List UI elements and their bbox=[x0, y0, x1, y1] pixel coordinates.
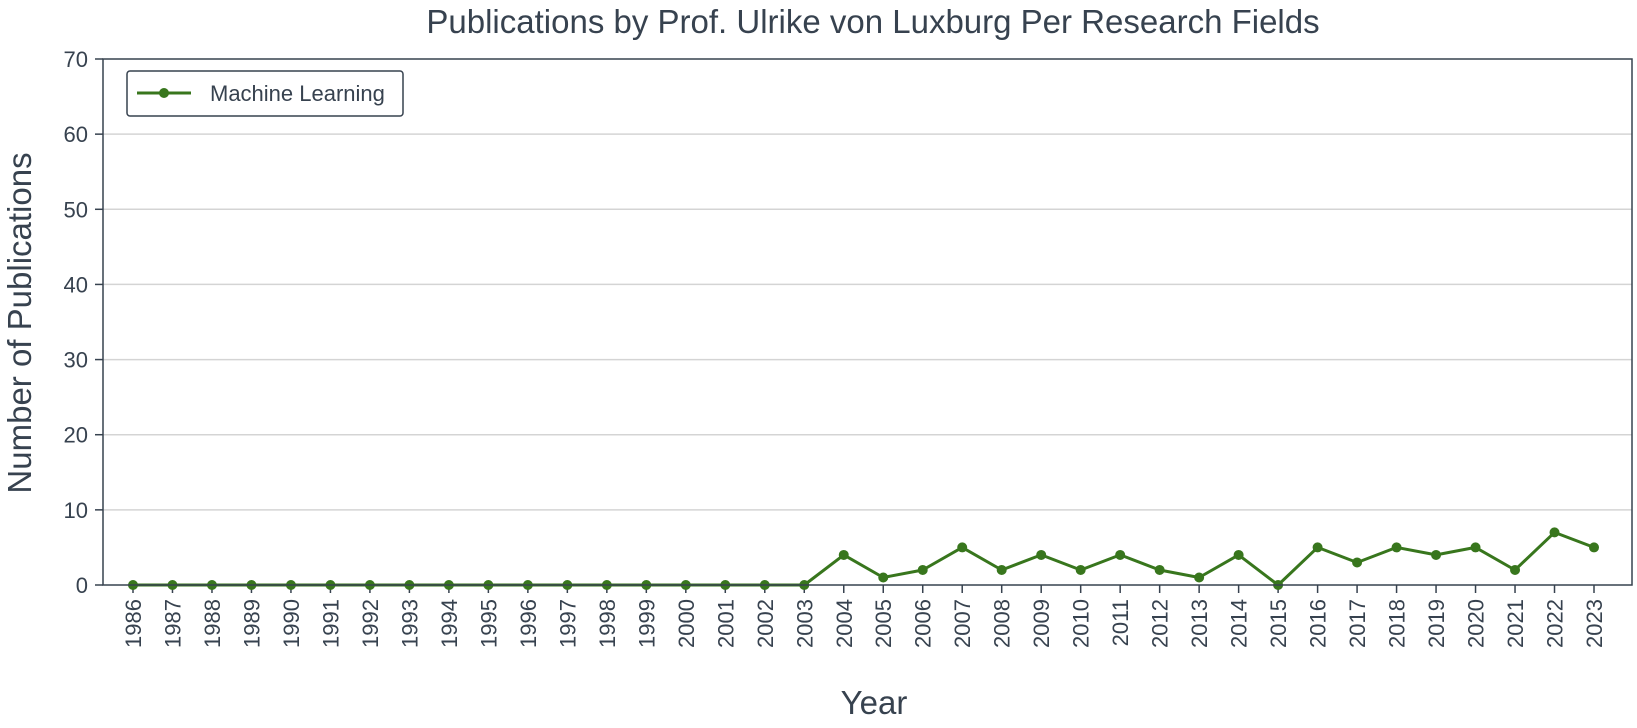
x-tick-label: 1995 bbox=[476, 599, 501, 648]
data-point bbox=[838, 549, 849, 560]
data-point bbox=[1194, 572, 1205, 583]
x-tick-label: 2021 bbox=[1503, 599, 1528, 648]
x-tick-label: 1991 bbox=[318, 599, 343, 648]
x-tick-label: 1987 bbox=[160, 599, 185, 648]
data-point bbox=[878, 572, 889, 583]
y-tick-label: 30 bbox=[64, 348, 88, 373]
y-tick-label: 70 bbox=[64, 47, 88, 72]
x-axis-ticks: 1986 1987 1988 1989 1990 1991 1992 1993 1994 1995… bbox=[121, 585, 1607, 648]
x-tick-label: 1990 bbox=[279, 599, 304, 648]
x-tick-label: 2011 bbox=[1108, 599, 1133, 646]
data-point bbox=[1036, 549, 1047, 560]
x-tick-label: 2023 bbox=[1582, 599, 1607, 648]
x-tick-label: 2022 bbox=[1543, 599, 1568, 648]
data-point bbox=[1312, 542, 1323, 553]
x-axis-label: Year bbox=[841, 684, 908, 721]
chart-title: Publications by Prof. Ulrike von Luxburg… bbox=[426, 3, 1319, 40]
data-point bbox=[1233, 549, 1244, 560]
plot-frame bbox=[102, 58, 1633, 586]
x-tick-label: 1998 bbox=[595, 599, 620, 648]
data-point bbox=[1154, 564, 1165, 575]
legend-label-machine-learning: Machine Learning bbox=[210, 81, 385, 106]
y-tick-label: 10 bbox=[64, 498, 88, 523]
x-tick-label: 1999 bbox=[634, 599, 659, 648]
data-point bbox=[1075, 564, 1086, 575]
x-tick-label: 2009 bbox=[1029, 599, 1054, 648]
data-point bbox=[1470, 542, 1481, 553]
x-tick-label: 2000 bbox=[674, 599, 699, 648]
x-tick-label: 2019 bbox=[1424, 599, 1449, 648]
data-point bbox=[1589, 542, 1599, 553]
x-tick-label: 1986 bbox=[121, 599, 146, 648]
x-tick-label: 2016 bbox=[1306, 599, 1331, 648]
legend-marker-swatch bbox=[159, 88, 169, 98]
x-tick-label: 2008 bbox=[990, 599, 1015, 648]
x-tick-label: 1993 bbox=[397, 599, 422, 648]
x-tick-label: 1992 bbox=[358, 599, 383, 648]
legend-box bbox=[126, 70, 404, 117]
legend: Machine Learning bbox=[126, 70, 404, 117]
x-tick-label: 2018 bbox=[1385, 599, 1410, 648]
x-tick-label: 2012 bbox=[1148, 599, 1173, 648]
data-point bbox=[1510, 564, 1521, 575]
y-tick-label: 50 bbox=[64, 197, 88, 222]
x-tick-label: 2020 bbox=[1464, 599, 1489, 648]
x-tick-label: 1994 bbox=[437, 599, 462, 648]
data-point bbox=[957, 542, 968, 553]
data-point bbox=[996, 564, 1007, 575]
data-point bbox=[1549, 527, 1560, 538]
series-line-machine-learning bbox=[133, 530, 1595, 587]
y-tick-label: 0 bbox=[76, 573, 88, 598]
grid-lines bbox=[103, 133, 1632, 511]
y-tick-label: 20 bbox=[64, 423, 88, 448]
series-layer bbox=[128, 527, 1599, 590]
x-tick-label: 2014 bbox=[1227, 599, 1252, 648]
x-tick-label: 2002 bbox=[753, 599, 778, 648]
y-tick-label: 40 bbox=[64, 272, 88, 297]
x-tick-label: 2017 bbox=[1345, 599, 1370, 648]
data-point bbox=[1431, 549, 1442, 560]
x-tick-label: 2007 bbox=[950, 599, 975, 648]
x-tick-label: 1997 bbox=[555, 599, 580, 648]
y-axis-label: Number of Publications bbox=[1, 152, 38, 493]
data-point bbox=[1352, 557, 1363, 568]
x-tick-label: 1988 bbox=[200, 599, 225, 648]
data-point bbox=[917, 564, 928, 575]
x-tick-label: 2003 bbox=[792, 599, 817, 648]
data-point bbox=[1391, 542, 1402, 553]
x-tick-label: 1989 bbox=[239, 599, 264, 648]
y-axis-ticks: 0 10 20 30 40 50 60 70 bbox=[64, 47, 103, 598]
x-tick-label: 2001 bbox=[713, 599, 738, 648]
x-tick-label: 1996 bbox=[516, 599, 541, 648]
x-tick-label: 2010 bbox=[1069, 599, 1094, 648]
data-point bbox=[1115, 549, 1126, 560]
x-tick-label: 2013 bbox=[1187, 599, 1212, 648]
x-tick-label: 2006 bbox=[911, 599, 936, 648]
x-tick-label: 2005 bbox=[871, 599, 896, 648]
y-tick-label: 60 bbox=[64, 122, 88, 147]
x-tick-label: 2004 bbox=[832, 599, 857, 648]
x-tick-label: 2015 bbox=[1266, 599, 1291, 648]
